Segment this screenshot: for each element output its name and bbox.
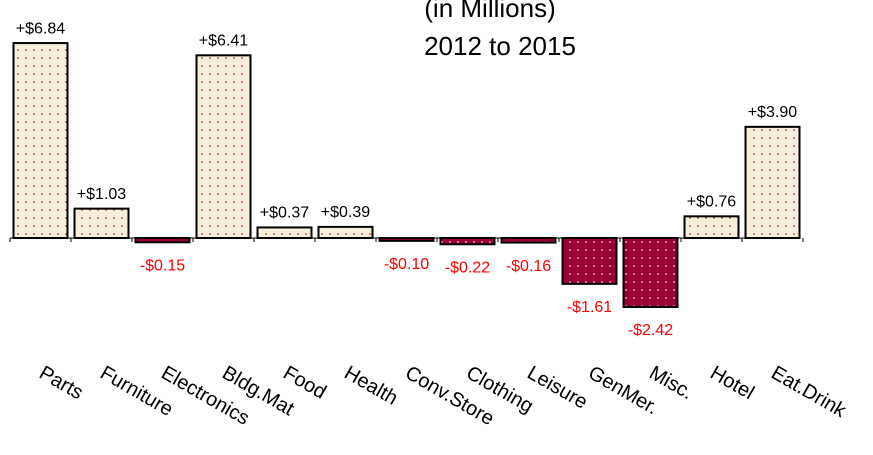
bar [73,207,130,240]
value-label: +$3.90 [748,104,797,121]
value-label: +$0.76 [687,194,736,211]
x-tick-label: Hotel [706,362,757,404]
value-label: -$0.15 [140,257,185,274]
bar [744,125,801,239]
bar [622,237,679,308]
bar [500,237,557,244]
bar [12,42,69,240]
x-tick-label: Leisure [523,362,591,414]
value-label: -$2.42 [628,322,673,339]
bar [317,225,374,239]
bar [195,54,252,239]
value-label: -$1.61 [567,299,612,316]
bar [134,237,191,244]
bar [378,237,435,242]
value-label: -$0.22 [445,259,490,276]
value-label: +$6.41 [199,33,248,50]
bar [256,226,313,240]
bar [683,215,740,239]
value-label: +$6.84 [16,20,65,37]
bar [561,237,618,285]
x-tick-label: GenMer. [584,362,661,419]
value-label: +$0.37 [260,205,309,222]
chart-title: (in Millions) [424,0,555,23]
value-label: -$0.16 [506,258,551,275]
x-tick-label: Health [340,362,401,410]
value-label: +$0.39 [321,204,370,221]
value-label: -$0.10 [384,256,429,273]
bar [439,237,496,246]
x-tick-label: Parts [35,362,86,404]
x-tick-label: Eat.Drink [767,362,850,423]
chart-title: 2012 to 2015 [424,31,576,61]
value-label: +$1.03 [77,186,126,203]
